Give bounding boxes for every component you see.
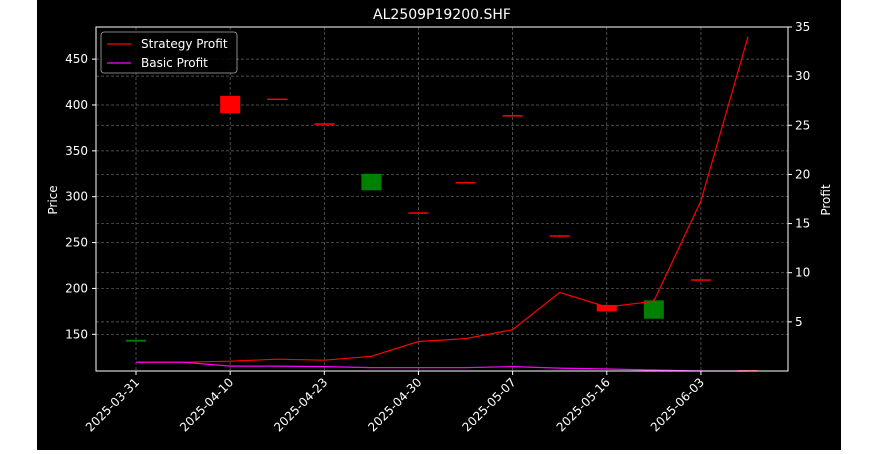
legend-label: Strategy Profit: [141, 37, 228, 51]
figure-background: [37, 0, 841, 450]
left-tick-label: 350: [65, 144, 88, 158]
strategy-profit-line: [136, 36, 749, 363]
right-tick-label: 25: [795, 118, 810, 132]
basic-profit-line: [136, 361, 748, 372]
candle-body: [220, 95, 241, 114]
candle-body: [643, 300, 664, 319]
candle-body: [267, 98, 288, 101]
right-tick-label: 20: [795, 167, 810, 181]
candle-body: [502, 115, 523, 117]
right-tick-label: 15: [795, 217, 810, 231]
candle-body: [690, 279, 711, 281]
left-tick-label: 400: [65, 98, 88, 112]
left-tick-label: 250: [65, 236, 88, 250]
candle-body: [314, 123, 335, 125]
legend-box: [100, 31, 238, 74]
right-tick-label: 30: [795, 69, 810, 83]
candle-body: [126, 339, 146, 342]
left-tick-label: 300: [65, 190, 88, 204]
right-tick-label: 5: [795, 315, 803, 329]
candle-body: [361, 173, 382, 191]
left-tick-label: 150: [65, 327, 88, 341]
left-tick-label: 200: [65, 281, 88, 295]
candle-body: [455, 182, 476, 184]
left-tick-label: 450: [65, 52, 88, 66]
y-axis-label-right: Profit: [819, 184, 833, 216]
candle-body: [408, 212, 429, 214]
chart-title: AL2509P19200.SHF: [373, 7, 511, 23]
y-axis-label-left: Price: [46, 185, 60, 214]
right-tick-label: 10: [795, 266, 810, 280]
right-tick-label: 35: [795, 20, 810, 34]
candle-body: [596, 304, 617, 312]
plot-frame: [95, 26, 789, 372]
legend-label: Basic Profit: [141, 56, 208, 70]
candle-body: [549, 235, 570, 237]
